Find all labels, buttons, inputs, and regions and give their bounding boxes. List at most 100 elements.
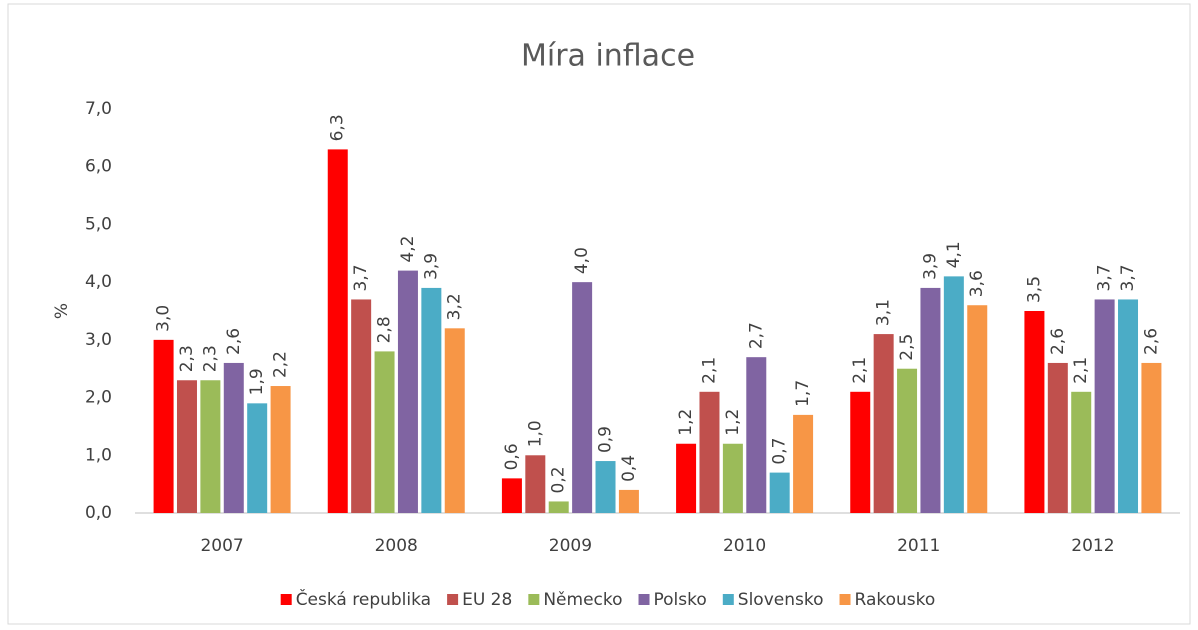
legend-swatch: [528, 594, 540, 605]
data-label: 0,9: [596, 426, 616, 453]
data-label: 1,7: [793, 380, 813, 407]
data-label: 6,3: [328, 114, 348, 141]
data-label: 3,6: [967, 270, 987, 297]
legend-label: Polsko: [654, 590, 707, 610]
bar: [327, 149, 348, 513]
legend-label: EU 28: [462, 590, 512, 610]
data-label: 2,8: [375, 316, 395, 343]
data-label: 2,5: [897, 334, 917, 361]
legend-swatch: [722, 594, 734, 605]
data-label: 0,6: [502, 443, 522, 470]
data-label: 0,4: [619, 455, 639, 482]
bar: [270, 386, 291, 513]
bar: [746, 357, 767, 513]
y-tick-label: 3,0: [85, 330, 112, 350]
bar: [873, 334, 894, 513]
data-label: 2,1: [1071, 357, 1091, 384]
data-label: 1,2: [723, 409, 743, 436]
data-label: 4,1: [944, 241, 964, 268]
chart-border: [7, 3, 1191, 625]
legend-swatch: [447, 594, 459, 605]
bar: [548, 501, 569, 513]
x-tick-label: 2011: [897, 536, 940, 556]
legend-label: Česká republika: [296, 588, 431, 610]
bar: [374, 351, 395, 513]
bar: [247, 403, 268, 513]
bar: [595, 461, 616, 513]
data-label: 2,6: [1048, 328, 1068, 355]
bar: [200, 380, 221, 513]
bar: [1094, 299, 1115, 513]
chart-title: Míra inflace: [521, 39, 695, 74]
bar: [1024, 311, 1045, 513]
data-label: 3,7: [351, 264, 371, 291]
x-tick-label: 2012: [1071, 536, 1114, 556]
legend-label: Rakousko: [855, 590, 936, 610]
data-label: 4,2: [398, 236, 418, 263]
y-axis-label: %: [52, 303, 72, 319]
data-label: 3,7: [1118, 264, 1138, 291]
bar: [699, 391, 720, 513]
bar: [501, 478, 522, 513]
legend-label: Slovensko: [738, 590, 824, 610]
bar: [444, 328, 465, 513]
x-tick-label: 2009: [549, 536, 592, 556]
data-label: 1,0: [525, 420, 545, 447]
data-label: 3,2: [445, 293, 465, 320]
data-label: 3,7: [1095, 264, 1115, 291]
legend-label: Německo: [543, 590, 622, 610]
y-tick-label: 0,0: [85, 503, 112, 523]
legend-swatch: [638, 594, 650, 605]
bar: [351, 299, 372, 513]
data-label: 2,1: [850, 357, 870, 384]
data-label: 2,6: [224, 328, 244, 355]
data-label: 3,1: [874, 299, 894, 326]
data-label: 2,7: [746, 322, 766, 349]
data-label: 2,1: [699, 357, 719, 384]
data-label: 0,2: [549, 466, 569, 493]
x-tick-label: 2010: [723, 536, 766, 556]
bar: [1047, 362, 1068, 513]
y-tick-label: 4,0: [85, 272, 112, 292]
bar: [897, 368, 918, 513]
data-label: 4,0: [572, 247, 592, 274]
data-label: 1,9: [247, 368, 267, 395]
bar: [153, 339, 174, 513]
data-label: 0,7: [770, 438, 790, 465]
bar: [793, 414, 814, 513]
bar: [920, 287, 941, 513]
data-label: 3,0: [154, 305, 174, 332]
bar: [850, 391, 871, 513]
data-label: 3,9: [920, 253, 940, 280]
legend-swatch: [839, 594, 851, 605]
bar: [1118, 299, 1139, 513]
bar: [769, 472, 790, 513]
bar: [618, 489, 639, 513]
y-tick-label: 5,0: [85, 214, 112, 234]
data-label: 2,6: [1141, 328, 1161, 355]
x-tick-label: 2008: [375, 536, 418, 556]
bar: [722, 443, 743, 513]
data-label: 3,5: [1024, 276, 1044, 303]
bar: [176, 380, 197, 513]
bar: [943, 276, 964, 513]
y-tick-label: 7,0: [85, 99, 112, 119]
bar: [1071, 391, 1092, 513]
bar: [223, 362, 244, 513]
data-label: 2,2: [271, 351, 291, 378]
bar: [572, 282, 593, 513]
bar: [397, 270, 418, 513]
bar: [676, 443, 697, 513]
bar: [421, 287, 442, 513]
bar: [1141, 362, 1162, 513]
data-label: 3,9: [421, 253, 441, 280]
y-tick-label: 2,0: [85, 388, 112, 408]
y-tick-label: 6,0: [85, 157, 112, 177]
bar: [525, 455, 546, 513]
data-label: 1,2: [676, 409, 696, 436]
legend-swatch: [280, 594, 292, 605]
y-tick-label: 1,0: [85, 445, 112, 465]
data-label: 2,3: [177, 345, 197, 372]
x-tick-label: 2007: [200, 536, 243, 556]
